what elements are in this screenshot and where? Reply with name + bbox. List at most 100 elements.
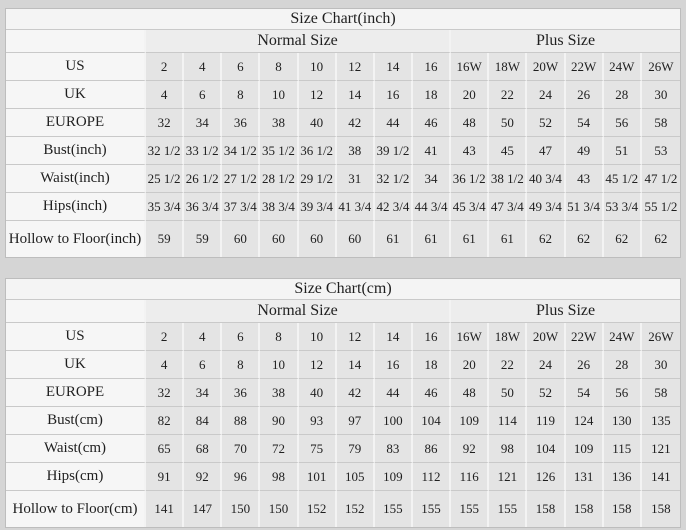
size-cell: 121 xyxy=(641,435,680,463)
size-cell: 152 xyxy=(298,491,337,527)
size-cell: 12 xyxy=(298,351,337,379)
size-cell: 22W xyxy=(565,53,604,81)
size-cell: 58 xyxy=(641,379,680,407)
size-cell: 54 xyxy=(565,109,604,137)
plus-size-header: Plus Size xyxy=(451,30,680,53)
size-cell: 34 1/2 xyxy=(222,137,261,165)
size-cell: 158 xyxy=(641,491,680,527)
table-row: Bust(cm) 82 84 88 90 93 97 100 104 109 114 119 124 13… xyxy=(6,407,680,435)
size-cell: 24W xyxy=(603,53,642,81)
size-cell: 22W xyxy=(565,323,604,351)
size-cell: 52 xyxy=(527,109,566,137)
table-title: Size Chart(inch) xyxy=(6,9,680,30)
table-title: Size Chart(cm) xyxy=(6,279,680,300)
row-label: US xyxy=(6,53,146,81)
size-cell: 32 xyxy=(146,379,185,407)
size-cell: 8 xyxy=(260,53,299,81)
size-cell: 50 xyxy=(489,379,528,407)
size-cell: 36 3/4 xyxy=(184,193,223,221)
size-cell: 45 xyxy=(489,137,528,165)
size-cell: 14 xyxy=(374,53,413,81)
normal-size-header: Normal Size xyxy=(146,30,452,53)
size-cell: 65 xyxy=(146,435,185,463)
size-cell: 130 xyxy=(603,407,642,435)
size-cell: 116 xyxy=(451,463,490,491)
size-cell: 16 xyxy=(412,323,452,351)
table-row: Hollow to Floor(cm) 141 147 150 150 152 152 155… xyxy=(6,491,680,527)
size-cell: 61 xyxy=(374,221,413,257)
size-cell: 43 xyxy=(565,165,604,193)
size-cell: 119 xyxy=(527,407,566,435)
size-cell: 62 xyxy=(641,221,680,257)
size-cell: 93 xyxy=(298,407,337,435)
size-cell: 79 xyxy=(336,435,375,463)
size-cell: 30 xyxy=(641,81,680,109)
size-cell: 88 xyxy=(222,407,261,435)
size-cell: 30 xyxy=(641,351,680,379)
size-cell: 8 xyxy=(222,351,261,379)
size-cell: 58 xyxy=(641,109,680,137)
size-cell: 109 xyxy=(451,407,490,435)
size-cell: 131 xyxy=(565,463,604,491)
table-row: US 2 4 6 8 10 12 14 16 16W 18W 20W 22W 24W 26W xyxy=(6,323,680,351)
group-header-spacer xyxy=(6,300,146,323)
size-cell: 37 3/4 xyxy=(222,193,261,221)
size-cell: 25 1/2 xyxy=(146,165,185,193)
size-cell: 16W xyxy=(451,53,490,81)
size-cell: 4 xyxy=(146,81,185,109)
size-cell: 136 xyxy=(603,463,642,491)
size-chart-table-inch: Size Chart(inch) Normal Size Plus Size US 2 4… xyxy=(5,8,681,258)
size-cell: 28 1/2 xyxy=(260,165,299,193)
table-row: Hips(inch) 35 3/4 36 3/4 37 3/4 38 3/4 39 3/4… xyxy=(6,193,680,221)
size-cell: 12 xyxy=(336,53,375,81)
size-cell: 32 1/2 xyxy=(374,165,413,193)
size-cell: 61 xyxy=(412,221,452,257)
size-cell: 158 xyxy=(565,491,604,527)
size-cell: 10 xyxy=(298,53,337,81)
size-cell: 141 xyxy=(146,491,185,527)
row-label: Hollow to Floor(inch) xyxy=(6,221,146,257)
size-cell: 135 xyxy=(641,407,680,435)
row-label: UK xyxy=(6,81,146,109)
size-cell: 26 1/2 xyxy=(184,165,223,193)
table-row: Hips(cm) 91 92 96 98 101 105 109 112 116 121 126 131… xyxy=(6,463,680,491)
size-cell: 109 xyxy=(374,463,413,491)
size-cell: 47 3/4 xyxy=(489,193,528,221)
size-cell: 46 xyxy=(412,109,452,137)
size-cell: 32 1/2 xyxy=(146,137,185,165)
size-cell: 59 xyxy=(146,221,185,257)
row-label: Hollow to Floor(cm) xyxy=(6,491,146,527)
size-cell: 141 xyxy=(641,463,680,491)
size-cell: 60 xyxy=(336,221,375,257)
size-cell: 32 xyxy=(146,109,185,137)
size-cell: 6 xyxy=(184,81,223,109)
size-cell: 92 xyxy=(451,435,490,463)
size-cell: 44 xyxy=(374,379,413,407)
size-cell: 104 xyxy=(527,435,566,463)
table-row: Waist(inch) 25 1/2 26 1/2 27 1/2 28 1/2 29 1/… xyxy=(6,165,680,193)
table-row: Bust(inch) 32 1/2 33 1/2 34 1/2 35 1/2 36 1/2… xyxy=(6,137,680,165)
group-header-spacer xyxy=(6,30,146,53)
size-cell: 155 xyxy=(451,491,490,527)
size-cell: 38 xyxy=(260,379,299,407)
size-cell: 16 xyxy=(374,351,413,379)
size-cell: 18W xyxy=(489,53,528,81)
size-cell: 24W xyxy=(603,323,642,351)
size-cell: 20W xyxy=(527,53,566,81)
size-cell: 28 xyxy=(603,351,642,379)
size-cell: 40 xyxy=(298,109,337,137)
size-cell: 150 xyxy=(222,491,261,527)
size-cell: 35 3/4 xyxy=(146,193,185,221)
size-cell: 18W xyxy=(489,323,528,351)
size-cell: 41 xyxy=(412,137,452,165)
size-cell: 31 xyxy=(336,165,375,193)
size-cell: 62 xyxy=(527,221,566,257)
table-row: Hollow to Floor(inch) 59 59 60 60 60 60 61 61 61 6… xyxy=(6,221,680,257)
size-cell: 33 1/2 xyxy=(184,137,223,165)
size-cell: 40 3/4 xyxy=(527,165,566,193)
size-cell: 48 xyxy=(451,379,490,407)
size-cell: 8 xyxy=(222,81,261,109)
size-cell: 100 xyxy=(374,407,413,435)
size-cell: 38 3/4 xyxy=(260,193,299,221)
